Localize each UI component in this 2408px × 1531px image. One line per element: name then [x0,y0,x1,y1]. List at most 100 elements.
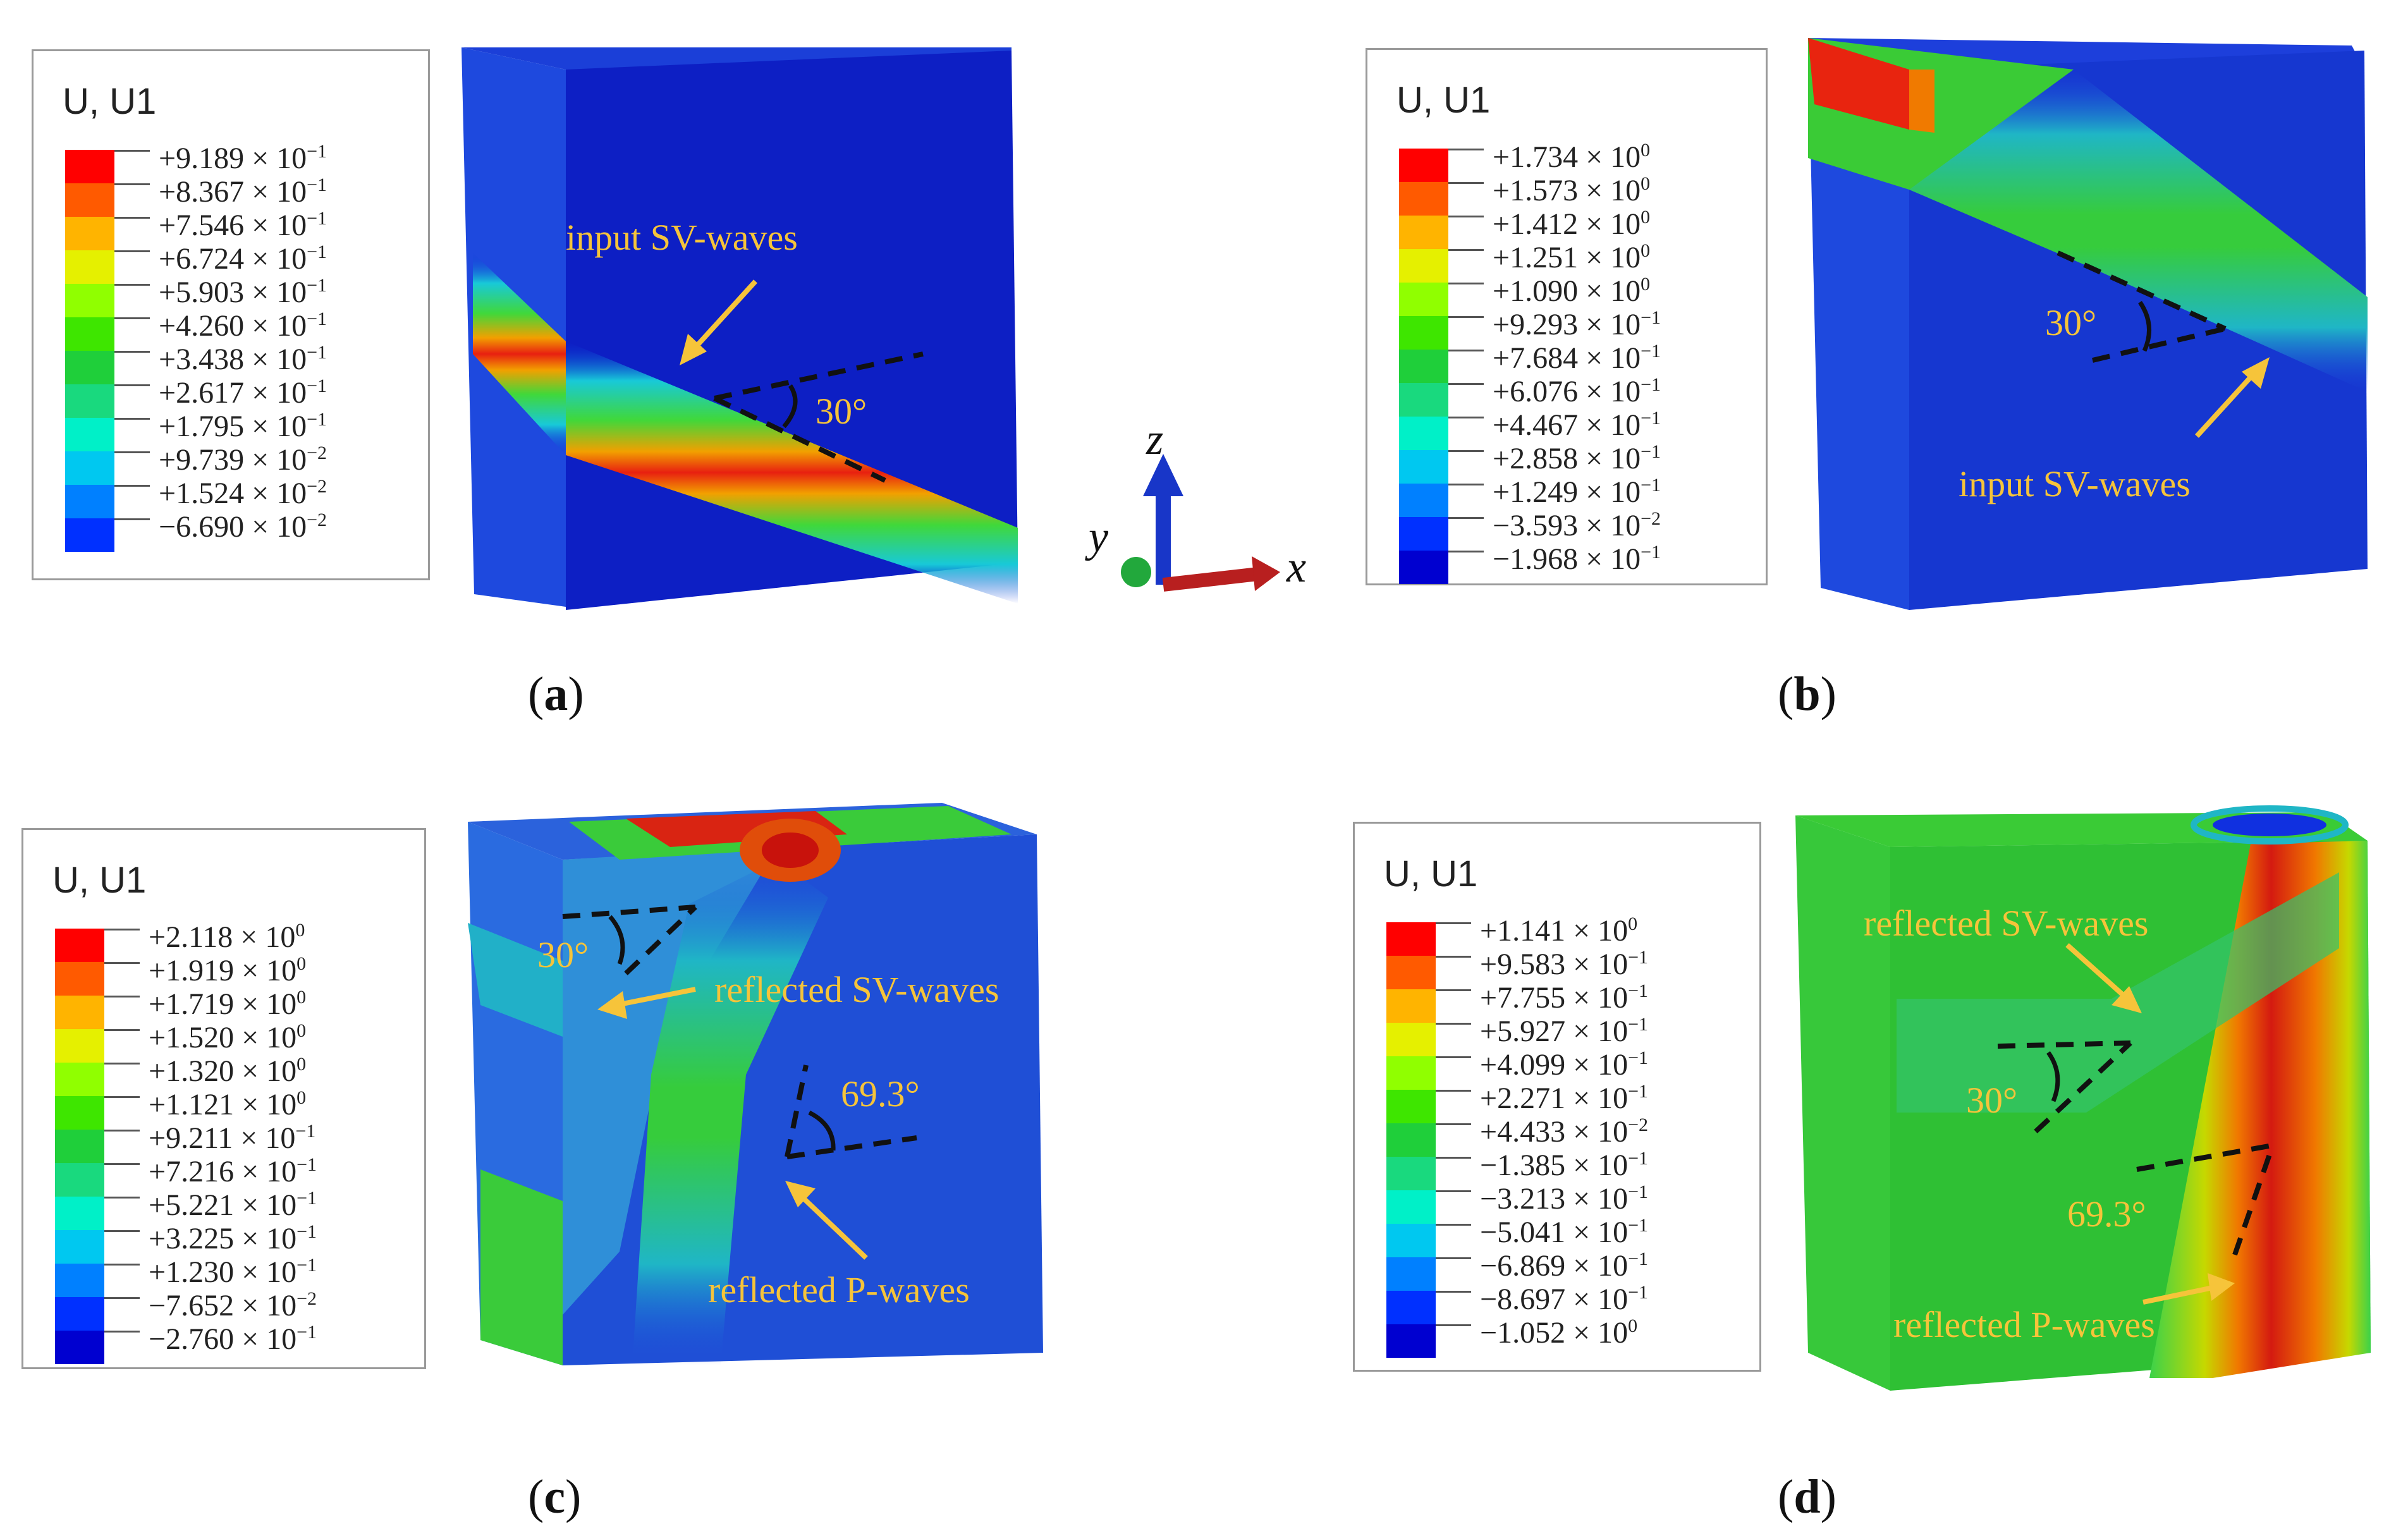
color-swatch [65,183,114,217]
legend-value-mantissa: +1.141 × 10 [1480,914,1629,948]
color-swatch [1386,956,1436,989]
legend-value-exponent: −1 [1628,980,1649,1001]
legend-value-exponent: −1 [307,409,327,430]
legend-value-mantissa: +5.903 × 10 [159,276,307,309]
legend-value-mantissa: +5.927 × 10 [1480,1015,1629,1048]
legend-value: +1.230 × 10−1 [149,1255,317,1290]
legend-value-exponent: 0 [1628,1315,1638,1336]
legend-value-mantissa: −5.041 × 10 [1480,1216,1629,1249]
legend-value: +1.520 × 100 [149,1020,306,1055]
color-swatch [55,962,104,996]
color-swatch [55,1264,104,1297]
reflected-p-band [632,860,828,1365]
legend-tick [114,351,150,353]
arrow-shaft [2195,370,2258,438]
legend-value-mantissa: −8.697 × 10 [1480,1283,1629,1316]
angle-arc [2046,1051,2060,1102]
legend-tick [104,1264,140,1266]
legend-tick [1436,1224,1471,1226]
legend-tick [104,1331,140,1333]
legend-tick [1436,1056,1471,1058]
legend-value-mantissa: +6.724 × 10 [159,242,307,276]
color-swatch [1386,1157,1436,1190]
legend-tick [1448,450,1484,452]
legend-tick [1448,216,1484,217]
color-swatch [65,250,114,284]
arrow-shaft [798,1193,868,1260]
legend-tick [1448,383,1484,385]
legend-title: U, U1 [52,860,147,901]
legend-value-mantissa: +4.099 × 10 [1480,1048,1629,1082]
legend-value-exponent: −1 [1628,1181,1649,1202]
wave-label: reflected SV-waves [714,969,999,1010]
legend-value-mantissa: +1.795 × 10 [159,410,307,443]
caption-a: (a) [528,668,584,721]
color-scale-bar [65,150,114,552]
wave-peak-side [1909,70,1934,133]
legend-tick [104,1297,140,1299]
legend-value: +9.739 × 10−2 [159,442,327,477]
legend-value-mantissa: +4.467 × 10 [1493,408,1641,442]
legend-value: +1.412 × 100 [1493,207,1650,241]
color-swatch [1399,249,1448,283]
legend-tick [1448,517,1484,519]
color-swatch [55,1029,104,1063]
color-swatch [55,996,104,1029]
legend-value-exponent: 0 [296,1054,307,1075]
legend-value: +7.684 × 10−1 [1493,341,1661,375]
color-scale-bar [1399,149,1448,584]
legend-title: U, U1 [63,81,157,122]
color-swatch [1399,182,1448,216]
legend-tick [1448,417,1484,418]
legend-tick [114,518,150,520]
arrow-head [680,334,707,365]
legend-value-mantissa: +1.412 × 10 [1493,207,1641,241]
color-swatch [1399,517,1448,551]
legend-value-mantissa: +1.121 × 10 [149,1088,297,1121]
color-swatch [55,1297,104,1331]
angle-arc [2138,301,2152,352]
legend-value-mantissa: −1.052 × 10 [1480,1316,1629,1350]
dashed-line [624,905,697,975]
legend-value: +5.927 × 10−1 [1480,1014,1648,1049]
color-swatch [1399,283,1448,316]
color-swatch [1386,1090,1436,1123]
arrow-shaft [2065,943,2129,1001]
color-swatch [65,418,114,451]
legend-value: −2.760 × 10−1 [149,1322,317,1357]
legend-value-mantissa: +2.858 × 10 [1493,442,1641,475]
legend-value-mantissa: −1.968 × 10 [1493,542,1641,576]
legend-value: +4.260 × 10−1 [159,308,327,343]
dashed-line [2034,1041,2132,1133]
wave-band-left [473,253,566,455]
legend-value-exponent: −1 [307,208,327,229]
legend-tick [1436,1324,1471,1326]
color-swatch [55,1331,104,1364]
angle-arc [808,1110,836,1151]
legend-value-exponent: −1 [296,1221,317,1242]
color-scale-bar [1386,922,1436,1358]
legend-title: U, U1 [1397,80,1491,121]
color-swatch [1386,1224,1436,1257]
legend-value: +9.189 × 10−1 [159,141,327,176]
legend-value-mantissa: −1.385 × 10 [1480,1149,1629,1182]
arrow-shaft [2142,1284,2216,1305]
legend-value: +6.076 × 10−1 [1493,374,1661,409]
dashed-line [713,396,886,483]
color-swatch [65,217,114,250]
color-swatch [55,1197,104,1230]
legend-value: +7.755 × 10−1 [1480,980,1648,1015]
legend-value: +2.617 × 10−1 [159,375,327,410]
legend-value: +1.141 × 100 [1480,913,1637,948]
wave-band-diag [1909,70,2368,392]
legend-value-mantissa: +1.524 × 10 [159,477,307,510]
legend-tick [114,418,150,420]
legend-value: −3.593 × 10−2 [1493,508,1661,543]
arrow-head [597,991,627,1019]
legend-tick [1436,1291,1471,1293]
caption-c: (c) [528,1470,582,1523]
z-axis-head [1143,454,1183,496]
legend-value: +3.438 × 10−1 [159,342,327,377]
legend-value: −1.968 × 10−1 [1493,542,1661,576]
legend-value: −1.385 × 10−1 [1480,1148,1648,1183]
